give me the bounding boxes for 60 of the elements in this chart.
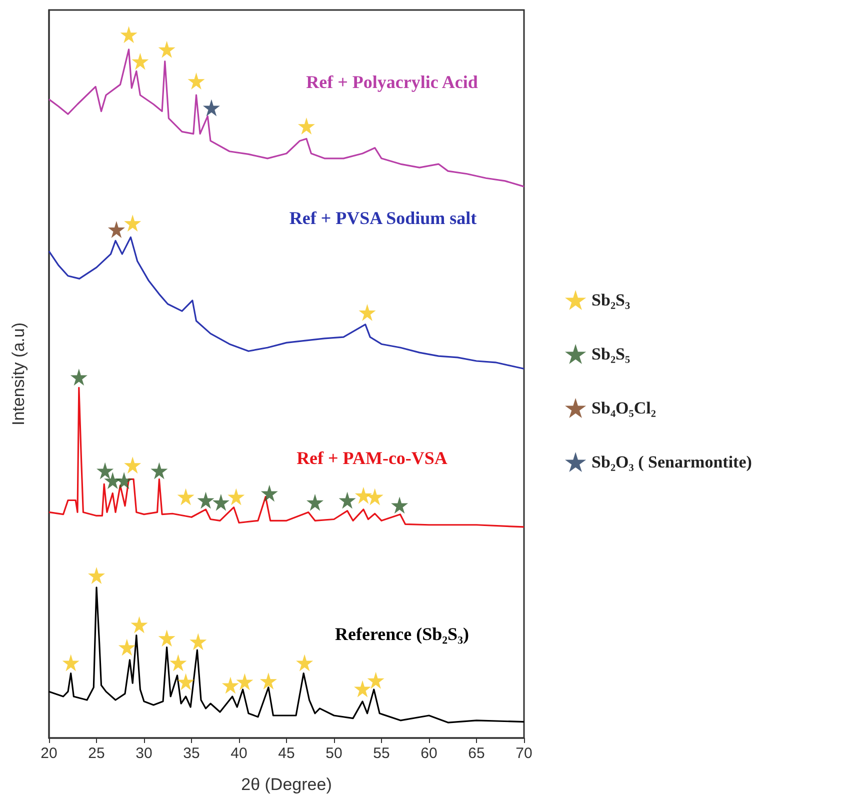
point: [124, 214, 142, 232]
point: [62, 654, 80, 672]
point: [120, 26, 138, 44]
x-tick-label: 50: [326, 745, 342, 762]
point: [306, 494, 324, 511]
point: [130, 616, 148, 634]
point: [190, 633, 207, 650]
point: [124, 456, 142, 474]
point: [104, 472, 122, 490]
point: [202, 99, 220, 116]
point: [212, 494, 230, 511]
text: Ref + PAM-co-VSA: [296, 448, 448, 468]
point: [158, 40, 176, 58]
point: [177, 488, 194, 506]
legend-label: Sb₂O₃ ( Senarmontite): [592, 452, 752, 472]
x-tick-label: 60: [420, 745, 438, 762]
x-tick-label: 25: [88, 745, 105, 762]
point: [236, 673, 254, 690]
point: [197, 492, 214, 509]
point: [338, 492, 356, 509]
point: [118, 638, 136, 656]
point: [150, 462, 168, 480]
legend-label: Sb₄O₅Cl₂: [592, 398, 656, 418]
point: [170, 654, 187, 672]
x-tick-label: 40: [230, 745, 248, 762]
x-tick-label: 65: [468, 745, 485, 762]
point: [366, 488, 384, 506]
x-tick-label: 20: [40, 745, 58, 762]
x-tick-label: 55: [373, 745, 390, 762]
y-axis-title: Intensity (a.u): [9, 322, 28, 426]
text: Ref + Polyacrylic Acid: [306, 72, 478, 92]
legend-label: Sb₂S₅: [592, 344, 630, 364]
text: Reference (Sb₂S₃): [335, 624, 469, 644]
point: [228, 488, 245, 506]
point: [177, 673, 194, 690]
point: [188, 72, 205, 90]
point: [158, 630, 176, 647]
point: [88, 567, 105, 584]
x-axis-title: 2θ (Degree): [241, 775, 332, 794]
x-tick-label: 35: [183, 745, 200, 762]
point: [367, 672, 384, 689]
point: [96, 462, 114, 480]
point: [298, 118, 315, 135]
point: [391, 496, 408, 514]
point: [108, 220, 125, 238]
point: [222, 676, 239, 694]
x-tick-label: 30: [136, 745, 152, 762]
point: [260, 484, 278, 502]
point: [354, 680, 371, 698]
point: [70, 368, 88, 386]
point: [260, 672, 277, 690]
x-tick-label: 45: [278, 745, 295, 762]
text: Ref + PVSA Sodium salt: [289, 208, 477, 228]
point: [296, 654, 314, 672]
point: [358, 304, 376, 321]
legend-label: Sb₂S₃: [592, 290, 630, 310]
x-tick-label: 70: [516, 745, 532, 762]
point: [354, 486, 372, 504]
point: [132, 52, 149, 70]
point: [116, 472, 133, 490]
